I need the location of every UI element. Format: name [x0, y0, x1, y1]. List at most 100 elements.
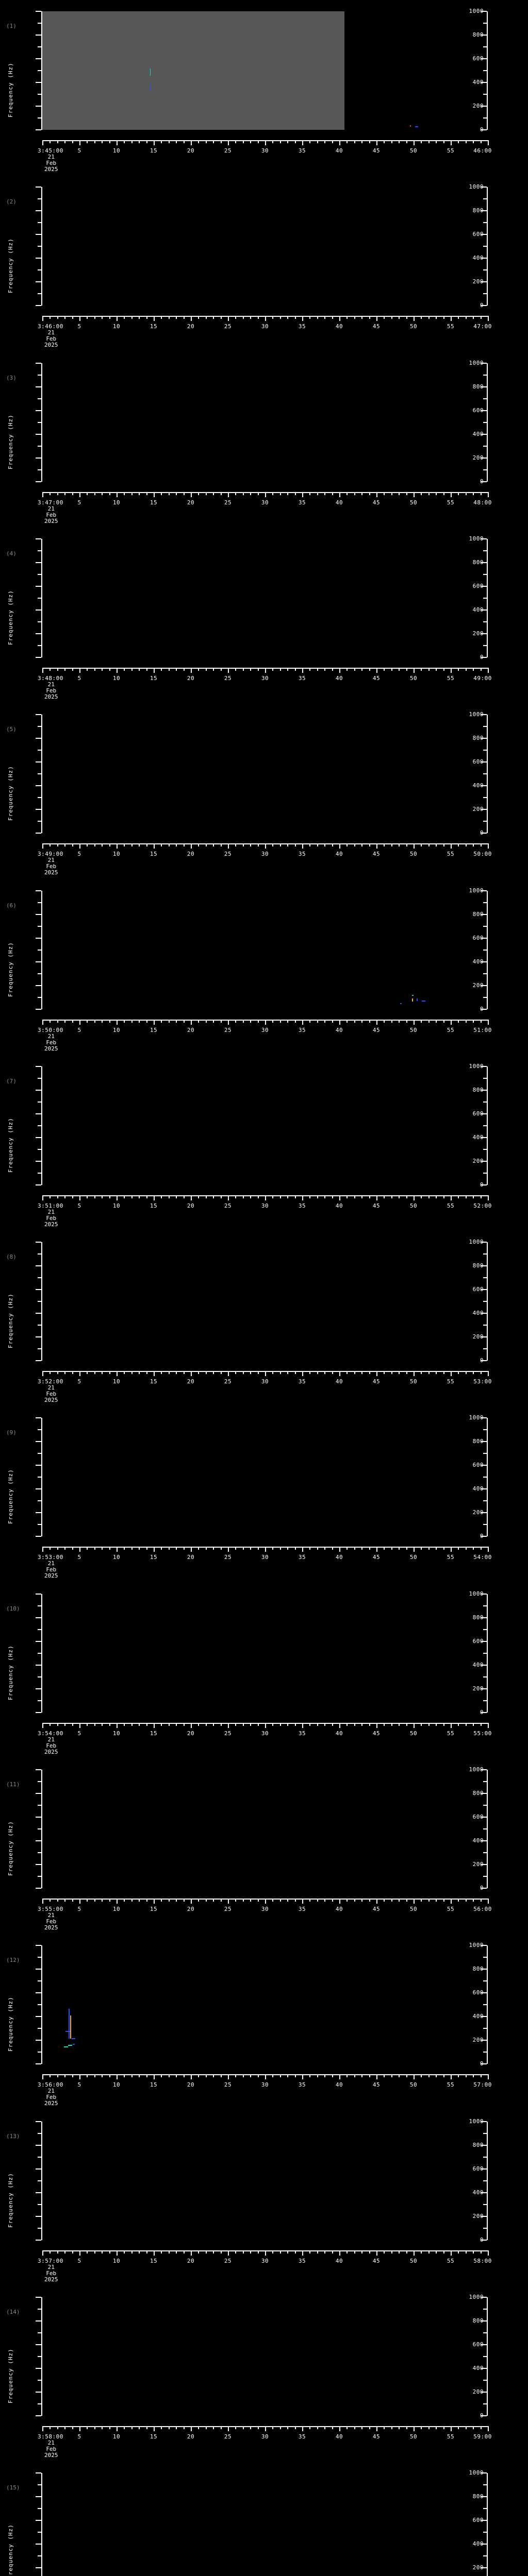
x-axis-date: 21 Feb 2025: [44, 681, 58, 700]
x-axis-tick-label: 20: [187, 1906, 195, 1912]
x-axis-tick: [213, 1195, 214, 1198]
x-axis-tick: [50, 1722, 51, 1726]
x-axis-tick-label: 20: [187, 1202, 195, 1209]
x-axis-tick: [87, 1371, 88, 1375]
x-axis-tick: [265, 2074, 266, 2080]
x-axis-tick: [168, 1547, 170, 1550]
x-axis-tick-label: 3:55:00: [38, 1906, 63, 1912]
x-axis-tick: [443, 2426, 444, 2429]
y-axis-left: [36, 538, 42, 658]
x-axis-tick-label: 30: [261, 1730, 269, 1737]
x-axis-date-line: 21: [47, 1208, 55, 1215]
x-axis-tick: [391, 843, 392, 847]
y-axis-tick: [483, 2004, 487, 2006]
x-axis-tick: [309, 843, 311, 847]
x-axis-tick: [94, 1547, 95, 1550]
y-axis-tick: [38, 2555, 41, 2557]
y-axis-tick-label: 0: [480, 2236, 484, 2243]
x-axis-tick-label: 50: [409, 2433, 418, 2440]
y-axis-tick: [483, 573, 487, 575]
x-axis-tick: [220, 2250, 222, 2253]
x-axis-tick: [131, 1547, 133, 1550]
x-axis-tick: [220, 1019, 222, 1023]
y-axis-tick: [481, 985, 487, 986]
x-axis-tick-label: 3:53:00: [38, 1554, 63, 1561]
y-axis-tick: [481, 1769, 487, 1770]
x-axis-tick: [488, 2426, 489, 2431]
x-axis-tick: [414, 140, 415, 145]
x-axis-tick: [265, 667, 266, 673]
x-axis-tick: [384, 2074, 385, 2078]
x-axis-tick-label: 55: [447, 323, 455, 330]
x-axis-tick: [384, 1195, 385, 1198]
x-axis-tick: [317, 492, 318, 495]
x-axis-tick: [428, 140, 430, 143]
x-axis-tick: [102, 2426, 103, 2429]
x-axis-tick: [154, 1195, 155, 1200]
y-axis-tick: [36, 362, 41, 364]
y-axis-tick-label: 200: [472, 103, 484, 109]
x-axis-tick: [228, 1195, 229, 1200]
x-axis-tick-label: 55: [447, 147, 455, 154]
y-axis-tick: [483, 1524, 487, 1526]
x-axis-tick: [87, 1722, 88, 1726]
y-axis-tick: [481, 1289, 487, 1291]
x-axis-tick: [309, 1019, 311, 1023]
y-axis-tick-label: 800: [472, 1965, 484, 1973]
y-axis-tick: [481, 2215, 487, 2217]
x-axis-tick-label: 5: [77, 2257, 81, 2264]
x-axis-tick: [421, 1547, 422, 1550]
y-axis-tick: [38, 1652, 41, 1654]
y-axis-tick-label: 400: [472, 2189, 484, 2196]
x-axis-tick-label: 3:46:00: [38, 323, 63, 330]
y-axis-tick: [36, 1137, 41, 1138]
x-axis-tick: [198, 1899, 200, 1902]
y-axis-tick: [36, 1008, 41, 1010]
x-axis-tick: [87, 140, 88, 143]
x-axis-tick-label: 55: [447, 2257, 455, 2264]
x-axis-tick: [228, 1722, 229, 1728]
x-axis-tick: [287, 843, 289, 847]
x-axis-tick-label: 55: [447, 1378, 455, 1385]
y-axis-tick-label: 600: [472, 2165, 484, 2172]
y-axis-title: Frequency (Hz): [7, 1645, 14, 1700]
x-axis-tick: [287, 2074, 289, 2078]
y-axis-tick-label: 800: [472, 1790, 484, 1797]
y-axis-tick-label: 1000: [469, 183, 484, 191]
y-axis-right: [481, 1945, 488, 2065]
y-axis-tick-label: 200: [472, 1861, 484, 1868]
x-axis-tick: [294, 2250, 296, 2253]
x-axis-tick: [72, 140, 73, 143]
x-axis-tick: [72, 2250, 73, 2253]
x-axis-tick-label: 5: [77, 323, 81, 330]
x-axis-tick: [109, 316, 110, 319]
x-axis-tick: [183, 2426, 185, 2429]
x-axis-tick: [228, 316, 229, 321]
x-axis-tick: [317, 2250, 318, 2253]
y-axis-tick: [483, 1876, 487, 1877]
x-axis-tick: [79, 2074, 80, 2080]
y-axis-tick: [38, 2308, 41, 2310]
y-axis-title: Frequency (Hz): [7, 2348, 14, 2403]
y-axis-tick: [38, 797, 41, 799]
y-axis-tick-label: 200: [472, 2388, 484, 2395]
x-axis-tick: [332, 1371, 333, 1375]
x-axis-tick-label: 30: [261, 2433, 269, 2440]
y-axis-tick: [481, 2320, 487, 2321]
panel-index-label: (7): [6, 1077, 16, 1084]
x-axis-tick-label: 15: [150, 674, 158, 682]
y-axis-tick: [36, 58, 41, 59]
x-axis-tick: [480, 316, 482, 319]
x-axis-tick: [57, 2426, 58, 2429]
x-axis-tick: [488, 492, 489, 497]
y-axis-tick: [38, 621, 41, 622]
y-axis-left: [36, 1242, 42, 1362]
x-axis-tick: [480, 1722, 482, 1726]
x-axis-tick: [287, 492, 289, 495]
x-axis-tick: [176, 1722, 177, 1726]
spectrogram-panel: (12) Frequency (Hz) 0 200 400 600 800 1000 3:56:…: [0, 1934, 528, 2110]
y-axis-tick: [36, 1336, 41, 1338]
x-axis-tick: [168, 492, 170, 495]
x-axis-tick: [332, 2074, 333, 2078]
x-axis-tick: [465, 1371, 467, 1375]
